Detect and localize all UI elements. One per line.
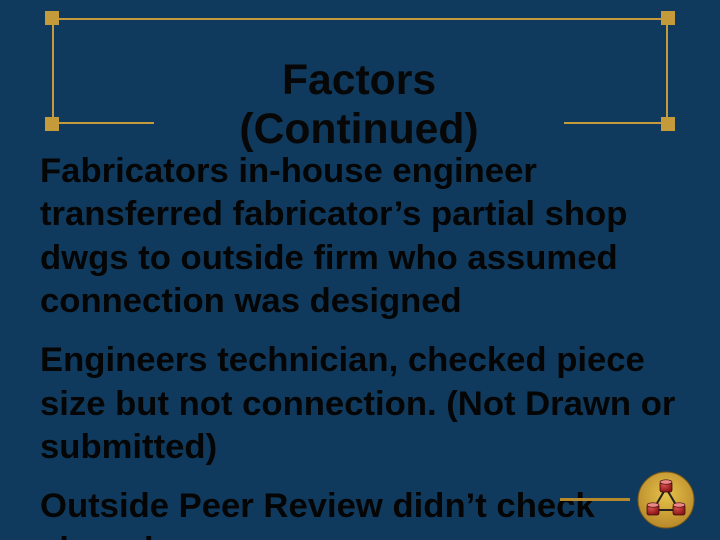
- frame-corner-tl: [45, 11, 59, 25]
- body-text-area: Fabricators in-house engineer transferre…: [40, 150, 680, 540]
- frame-corner-tr: [661, 11, 675, 25]
- frame-corner-br: [661, 117, 675, 131]
- frame-corner-bl: [45, 117, 59, 131]
- footer-accent-line: [560, 498, 630, 501]
- bullet-item: Outside Peer Review didn’t check shop dw…: [40, 485, 680, 540]
- slide-title: Factors (Continued): [154, 52, 564, 158]
- slide: Factors (Continued) Fabricators in-house…: [0, 0, 720, 540]
- bullet-item: Engineers technician, checked piece size…: [40, 339, 680, 469]
- network-nodes-icon: [636, 470, 696, 535]
- bullet-item: Fabricators in-house engineer transferre…: [40, 150, 680, 323]
